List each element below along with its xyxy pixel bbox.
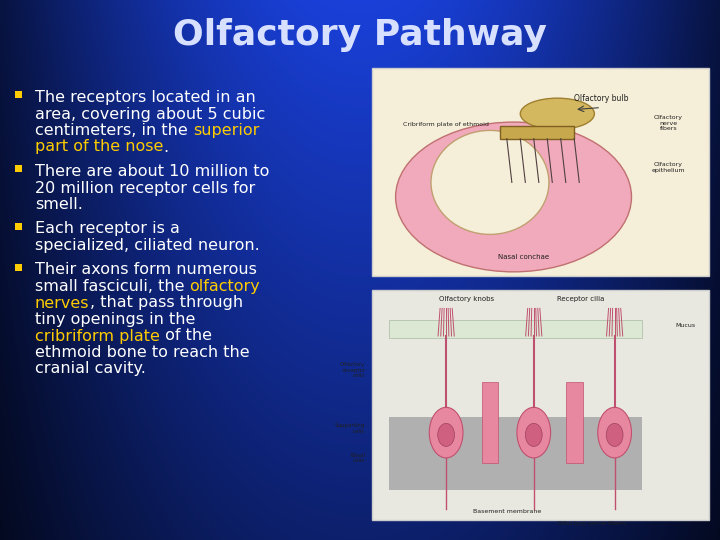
Text: tiny openings in the: tiny openings in the bbox=[35, 312, 195, 327]
Bar bbox=[372, 68, 709, 276]
Text: Olfactory knobs: Olfactory knobs bbox=[438, 296, 494, 302]
Text: Each receptor is a: Each receptor is a bbox=[35, 221, 180, 237]
Text: The receptors located in an: The receptors located in an bbox=[35, 90, 256, 105]
Bar bbox=[389, 320, 642, 338]
Text: Olfactory Pathway: Olfactory Pathway bbox=[173, 18, 547, 52]
Text: superior: superior bbox=[193, 123, 259, 138]
Text: Mucus: Mucus bbox=[675, 323, 696, 328]
Text: Olfactory
epithelium: Olfactory epithelium bbox=[652, 162, 685, 173]
Text: olfactory: olfactory bbox=[189, 279, 261, 294]
Bar bbox=[15, 264, 22, 271]
Bar bbox=[372, 290, 709, 520]
Text: ethmoid bone to reach the: ethmoid bone to reach the bbox=[35, 345, 250, 360]
Text: Receptor cilia: Receptor cilia bbox=[557, 296, 605, 302]
Ellipse shape bbox=[431, 130, 549, 234]
Text: Basal
cells: Basal cells bbox=[350, 453, 365, 463]
Text: Nasal conchae: Nasal conchae bbox=[498, 254, 549, 260]
Text: Olfactory
nerve
fibers: Olfactory nerve fibers bbox=[654, 115, 683, 131]
Text: of the: of the bbox=[160, 328, 212, 343]
Text: area, covering about 5 cubic: area, covering about 5 cubic bbox=[35, 106, 265, 122]
Ellipse shape bbox=[526, 423, 542, 447]
Text: cribriform plate: cribriform plate bbox=[35, 328, 160, 343]
Ellipse shape bbox=[438, 423, 454, 447]
Bar bbox=[566, 382, 582, 462]
Bar bbox=[15, 222, 22, 230]
Ellipse shape bbox=[598, 407, 631, 458]
Text: There are about 10 million to: There are about 10 million to bbox=[35, 164, 269, 179]
Text: Supporting
cells: Supporting cells bbox=[335, 423, 365, 434]
Text: centimeters, in the: centimeters, in the bbox=[35, 123, 193, 138]
Bar bbox=[15, 91, 22, 98]
Ellipse shape bbox=[517, 407, 551, 458]
Text: Olfactory bulb: Olfactory bulb bbox=[574, 94, 629, 103]
Bar bbox=[482, 382, 498, 462]
Text: Cribriform plate of ethmoid: Cribriform plate of ethmoid bbox=[403, 122, 489, 127]
Text: nerves: nerves bbox=[35, 295, 89, 310]
Text: Their axons form numerous: Their axons form numerous bbox=[35, 262, 257, 278]
Ellipse shape bbox=[395, 122, 631, 272]
Ellipse shape bbox=[429, 407, 463, 458]
Text: part of the nose: part of the nose bbox=[35, 139, 163, 154]
Bar bbox=[15, 165, 22, 172]
Text: small fasciculi, the: small fasciculi, the bbox=[35, 279, 189, 294]
Text: 20 million receptor cells for: 20 million receptor cells for bbox=[35, 180, 256, 195]
Bar bbox=[389, 416, 642, 490]
Text: , that pass through: , that pass through bbox=[89, 295, 243, 310]
Text: Basement membrane: Basement membrane bbox=[472, 509, 541, 514]
Text: smell.: smell. bbox=[35, 197, 83, 212]
Text: Olfactory
receptor
cells: Olfactory receptor cells bbox=[340, 362, 365, 379]
Ellipse shape bbox=[606, 423, 623, 447]
Ellipse shape bbox=[521, 98, 595, 130]
Text: Olfactory nerve fibers: Olfactory nerve fibers bbox=[557, 521, 626, 525]
Text: .: . bbox=[163, 139, 168, 154]
Text: cranial cavity.: cranial cavity. bbox=[35, 361, 146, 376]
Bar bbox=[500, 126, 575, 139]
Text: specialized, ciliated neuron.: specialized, ciliated neuron. bbox=[35, 238, 260, 253]
